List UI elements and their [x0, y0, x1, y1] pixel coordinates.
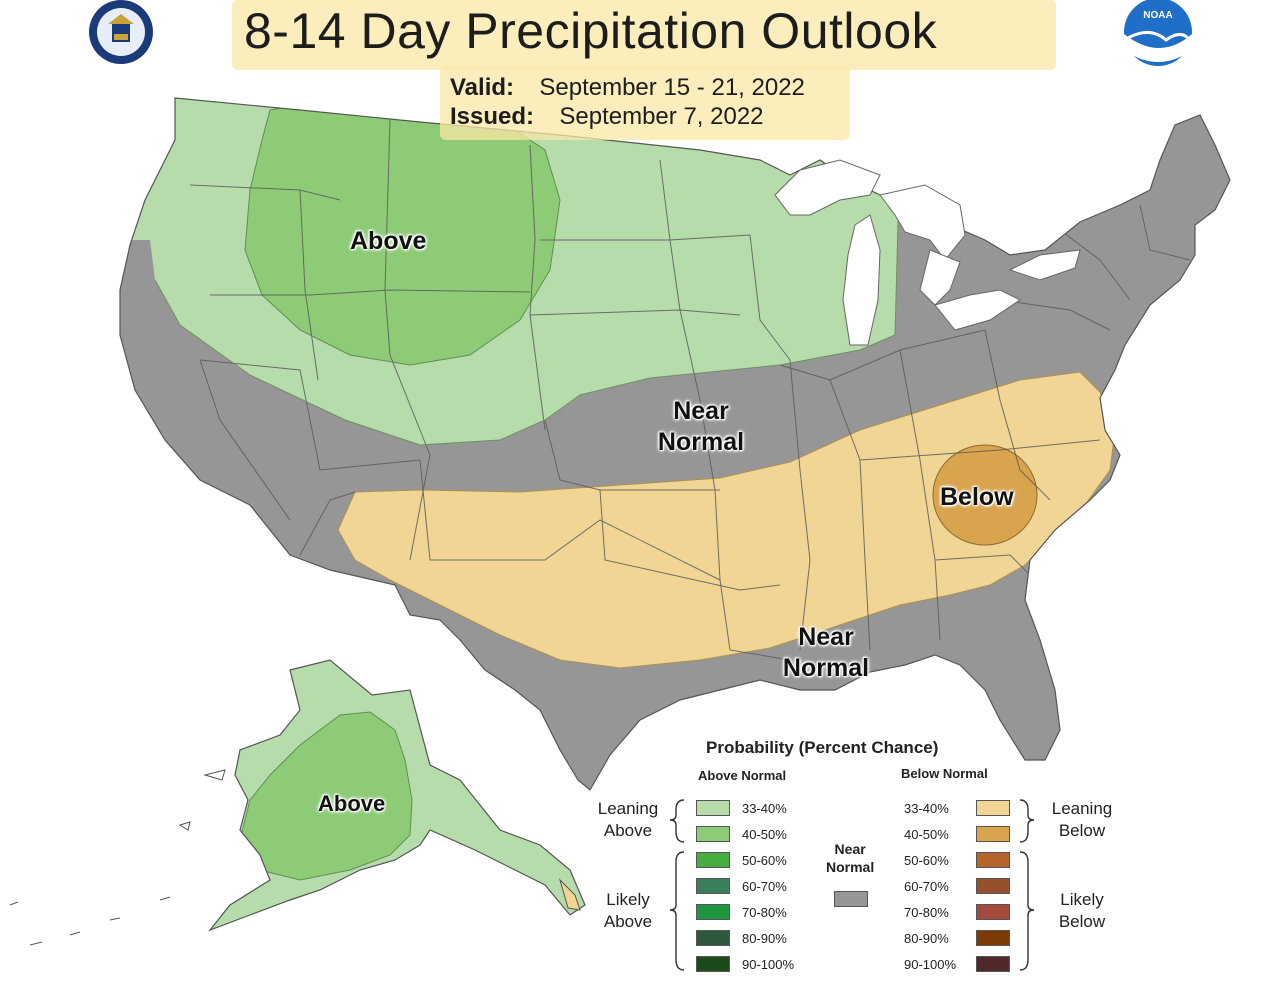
valid-label: Valid:	[450, 74, 515, 101]
label-above-conus: Above	[350, 227, 427, 255]
legend-below-bin-swatch-0	[976, 800, 1010, 816]
label-near-normal-south-line2: Normal	[782, 654, 870, 682]
legend-likely-above-line1: Likely	[606, 890, 650, 909]
legend-below-bin-swatch-3	[976, 878, 1010, 894]
legend-likely-above: Likely Above	[592, 889, 664, 933]
legend-leaning-below: Leaning Below	[1044, 798, 1120, 842]
page-title: 8-14 Day Precipitation Outlook	[244, 3, 938, 59]
legend-above-bin-swatch-2	[696, 852, 730, 868]
legend-above-bin-swatch-6	[696, 956, 730, 972]
legend-below-bin-swatch-2	[976, 852, 1010, 868]
label-near-normal-south-line1: Near	[798, 623, 854, 651]
legend-leaning-above-line2: Above	[603, 821, 653, 840]
label-below: Below	[940, 483, 1014, 511]
legend-near-normal-line2: Normal	[826, 859, 875, 875]
label-near-normal-north-line1: Near	[673, 397, 729, 425]
legend-near-normal-label: Near Normal	[826, 840, 874, 876]
legend-above-bin-label-3: 60-70%	[742, 879, 787, 894]
legend-above-bin-label-1: 40-50%	[742, 827, 787, 842]
legend-below-bin-swatch-4	[976, 904, 1010, 920]
legend-above-header: Above Normal	[698, 768, 787, 783]
legend-title: Probability (Percent Chance)	[706, 738, 939, 757]
legend-below-bin-label-5: 80-90%	[904, 931, 949, 946]
legend-above-bin-swatch-3	[696, 878, 730, 894]
issued-value: September 7, 2022	[559, 103, 764, 130]
issued-label: Issued:	[450, 103, 535, 130]
legend-likely-above-line2: Above	[603, 912, 653, 931]
valid-row: Valid: September 15 - 21, 2022	[450, 74, 805, 102]
legend-leaning-below-line1: Leaning	[1051, 799, 1113, 818]
legend-below-bin-swatch-5	[976, 930, 1010, 946]
legend-below-bin-label-0: 33-40%	[904, 801, 949, 816]
label-near-normal-north: Near Normal	[655, 396, 747, 458]
legend-near-normal-swatch	[834, 891, 868, 907]
noaa-logo-text: NOAA	[1143, 10, 1173, 21]
noaa-logo-icon	[1124, 0, 1192, 66]
legend-above-bin-label-2: 50-60%	[742, 853, 787, 868]
legend-below-bin-label-1: 40-50%	[904, 827, 949, 842]
legend-likely-below-line1: Likely	[1060, 890, 1104, 909]
label-near-normal-south: Near Normal	[780, 622, 872, 684]
legend-below-bin-swatch-6	[976, 956, 1010, 972]
legend-likely-below-line2: Below	[1058, 912, 1106, 931]
legend-leaning-above: Leaning Above	[592, 798, 664, 842]
legend-above-bin-swatch-4	[696, 904, 730, 920]
legend-above-bin-label-4: 70-80%	[742, 905, 787, 920]
legend-below-bin-label-2: 50-60%	[904, 853, 949, 868]
legend-above-bin-label-6: 90-100%	[742, 957, 795, 972]
legend-below-header: Below Normal	[901, 766, 988, 781]
label-above-alaska: Above	[318, 791, 386, 816]
title-highlight	[232, 0, 1056, 70]
legend-near-normal-line1: Near	[834, 841, 866, 857]
legend-above-bin-swatch-0	[696, 800, 730, 816]
meta-highlight	[440, 66, 850, 140]
legend-below-bin-label-4: 70-80%	[904, 905, 949, 920]
legend-likely-below: Likely Below	[1048, 889, 1116, 933]
legend-above-bin-swatch-5	[696, 930, 730, 946]
legend-leaning-below-line2: Below	[1058, 821, 1106, 840]
label-near-normal-north-line2: Normal	[657, 428, 745, 456]
legend-above-bin-label-0: 33-40%	[742, 801, 787, 816]
legend-leaning-above-line1: Leaning	[597, 799, 659, 818]
legend-below-bin-swatch-1	[976, 826, 1010, 842]
legend-above-bin-swatch-1	[696, 826, 730, 842]
legend-below-bin-label-3: 60-70%	[904, 879, 949, 894]
valid-value: September 15 - 21, 2022	[539, 74, 805, 101]
legend-below-bin-label-6: 90-100%	[904, 957, 957, 972]
legend-above-bin-label-5: 80-90%	[742, 931, 787, 946]
department-of-commerce-seal-icon	[89, 0, 153, 64]
issued-row: Issued: September 7, 2022	[450, 103, 764, 131]
